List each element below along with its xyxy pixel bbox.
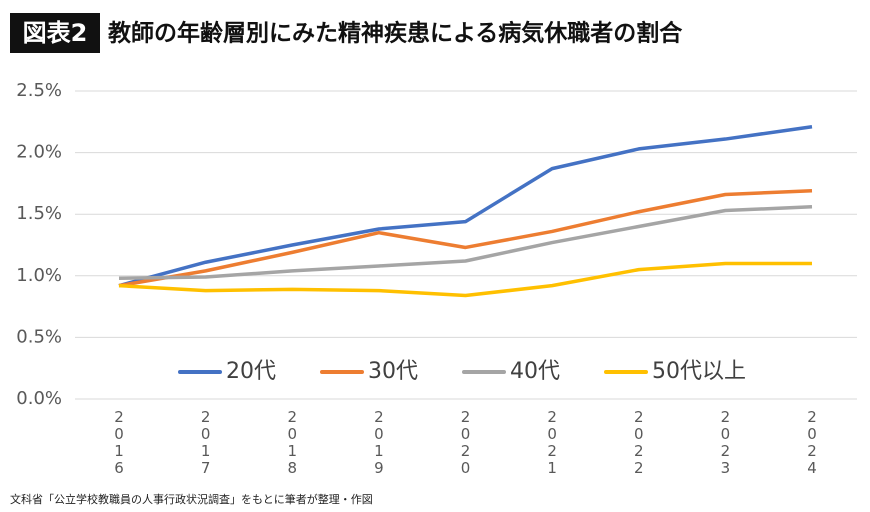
x-tick-label: 2022 [630, 408, 648, 476]
series-line [118, 124, 813, 288]
x-tick-label: 2016 [110, 408, 128, 476]
x-tick-label: 2018 [283, 408, 301, 476]
y-tick-label: 1.5% [16, 203, 62, 224]
y-tick-label: 0.0% [16, 388, 62, 409]
y-tick-label: 0.5% [16, 326, 62, 347]
y-tick-label: 1.0% [16, 265, 62, 286]
x-tick-label: 2021 [543, 408, 561, 476]
legend-label: 40代 [510, 359, 560, 384]
legend-label: 30代 [368, 359, 418, 384]
legend-label: 50代以上 [652, 359, 746, 384]
series-line [118, 205, 813, 281]
series-line [118, 261, 812, 298]
series-line [118, 189, 813, 288]
badge: 図表2 [23, 19, 88, 47]
y-tick-label: 2.5% [16, 80, 62, 101]
legend-label: 20代 [226, 359, 276, 384]
x-tick-label: 2023 [716, 408, 734, 476]
chart-title: 教師の年齢層別にみた精神疾患による病気休職者の割合 [108, 20, 683, 47]
x-tick-label: 2020 [457, 408, 475, 476]
x-tick-label: 2017 [197, 408, 215, 476]
badge-bg [10, 13, 100, 53]
x-tick-label: 2019 [370, 408, 388, 476]
source-note: 文科省「公立学校教職員の人事行政状況調査」をもとに筆者が整理・作図 [10, 492, 373, 506]
x-tick-label: 2024 [803, 408, 821, 476]
y-tick-label: 2.0% [16, 142, 62, 163]
